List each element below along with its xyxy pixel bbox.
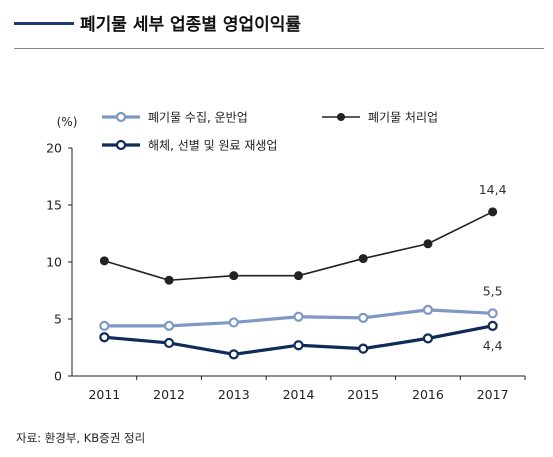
- data-label: 5,5: [483, 283, 503, 298]
- legend-marker: [115, 139, 127, 151]
- data-point: [163, 337, 175, 349]
- data-point: [487, 308, 498, 319]
- legend-item: 폐기물 수집, 운반업: [102, 111, 248, 125]
- data-point: [488, 207, 498, 217]
- series-1: [99, 304, 498, 331]
- title-accent-bar: [14, 22, 74, 25]
- data-point: [228, 349, 239, 360]
- data-point: [99, 256, 109, 266]
- chart-end-labels: 5,5 14,4 4,4: [479, 182, 507, 353]
- page-title: 폐기물 세부 업종별 영업이익률: [80, 15, 302, 35]
- data-point: [229, 271, 239, 281]
- title-divider: [14, 48, 544, 49]
- data-point: [423, 239, 433, 249]
- data-label: 4,4: [483, 338, 503, 353]
- data-point: [164, 275, 174, 285]
- legend-marker: [337, 113, 345, 121]
- data-point: [358, 343, 369, 354]
- source-note: 자료: 환경부, KB증권 정리: [16, 431, 146, 445]
- legend-label: 해체, 선별 및 원료 재생업: [148, 139, 277, 153]
- data-point: [487, 320, 498, 331]
- legend-marker: [115, 111, 127, 123]
- x-tick-label: 2015: [347, 387, 379, 402]
- chart-series: [99, 207, 498, 360]
- legend-item: 해체, 선별 및 원료 재생업: [102, 139, 277, 153]
- data-point: [422, 333, 434, 344]
- data-point: [422, 304, 434, 315]
- data-point: [99, 320, 110, 331]
- data-point: [358, 254, 368, 264]
- data-label: 14,4: [479, 182, 507, 197]
- data-point: [293, 340, 304, 351]
- data-point: [163, 320, 175, 331]
- series-2: [99, 207, 498, 285]
- data-point: [294, 271, 303, 281]
- data-point: [99, 332, 110, 343]
- series-3: [99, 320, 498, 360]
- y-axis-label: (%): [57, 115, 78, 129]
- y-tick-label: 5: [54, 312, 62, 327]
- x-tick-label: 2014: [283, 387, 315, 402]
- legend-label: 폐기물 수집, 운반업: [148, 111, 248, 125]
- x-tick-label: 2017: [477, 387, 509, 402]
- x-tick-label: 2016: [412, 387, 444, 402]
- x-tick-label: 2013: [218, 387, 250, 402]
- y-tick-label: 10: [46, 255, 62, 270]
- legend-item: 폐기물 처리업: [322, 111, 438, 125]
- series-line: [104, 211, 493, 282]
- legend-label: 폐기물 처리업: [368, 111, 438, 125]
- y-tick-label: 0: [54, 369, 62, 384]
- x-tick-label: 2011: [88, 387, 120, 402]
- chart-axes: 0 5 10 15 20 2011 2012 2013 2014 2015 2016 2017: [46, 141, 526, 402]
- y-tick-label: 20: [46, 141, 62, 156]
- x-tick-label: 2012: [153, 387, 185, 402]
- data-point: [358, 312, 369, 323]
- title-bar: 폐기물 세부 업종별 영업이익률: [14, 8, 544, 49]
- y-tick-label: 15: [46, 198, 62, 213]
- data-point: [228, 317, 239, 328]
- data-point: [293, 311, 304, 322]
